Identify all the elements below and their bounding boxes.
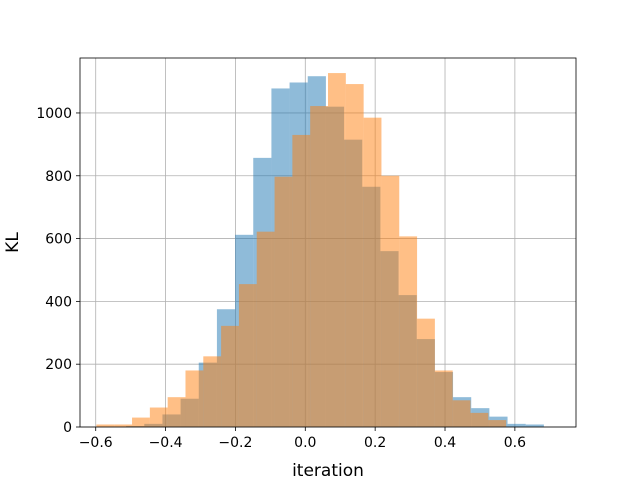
histogram-bar xyxy=(256,231,275,427)
y-tick-label: 800 xyxy=(45,169,72,185)
histogram-bar xyxy=(274,176,293,427)
histogram-bar xyxy=(185,370,204,427)
histogram-bar xyxy=(399,236,418,427)
y-tick-label: 200 xyxy=(45,357,72,373)
histogram-bar xyxy=(488,420,507,427)
histogram-bar xyxy=(167,397,186,427)
histogram-bar xyxy=(292,134,311,427)
y-tick-label: 0 xyxy=(63,420,72,436)
axis-ticks: −0.6 −0.4 −0.2 0.0 0.2 0.4 0.6 0 200 400 600 800 100… xyxy=(36,106,526,451)
histogram-bar xyxy=(238,284,257,427)
histogram-bar xyxy=(525,424,544,427)
x-tick-label: 0.4 xyxy=(434,435,456,451)
x-tick-label: −0.2 xyxy=(218,435,252,451)
histogram-bar xyxy=(381,175,400,427)
histogram-bar xyxy=(203,356,222,427)
x-tick-label: 0.0 xyxy=(294,435,316,451)
histogram-bar xyxy=(96,424,115,427)
x-tick-label: −0.4 xyxy=(149,435,183,451)
histogram-bar xyxy=(434,370,453,427)
histogram-bar xyxy=(114,424,133,427)
histogram-series-2 xyxy=(96,73,507,428)
histogram-bars xyxy=(96,73,544,428)
histogram-bar xyxy=(310,106,328,427)
histogram-bar xyxy=(149,407,168,427)
histogram-bar xyxy=(221,325,239,427)
x-axis-label: iteration xyxy=(292,461,364,480)
histogram-bar xyxy=(470,412,489,427)
axes-frame xyxy=(79,57,577,428)
y-axis-label: KL xyxy=(3,232,23,253)
y-tick-label: 600 xyxy=(45,232,72,248)
y-tick-label: 1000 xyxy=(36,106,72,122)
histogram-bar xyxy=(507,423,526,427)
histogram-bar xyxy=(132,417,150,427)
histogram-bar xyxy=(328,73,346,428)
histogram-bar xyxy=(345,84,364,428)
x-tick-label: 0.2 xyxy=(364,435,386,451)
histogram-bar xyxy=(452,400,471,427)
x-tick-label: 0.6 xyxy=(504,435,526,451)
histogram-bar xyxy=(417,318,435,427)
y-tick-label: 400 xyxy=(45,294,72,310)
x-tick-label: −0.6 xyxy=(79,435,113,451)
histogram-bar xyxy=(363,117,382,427)
